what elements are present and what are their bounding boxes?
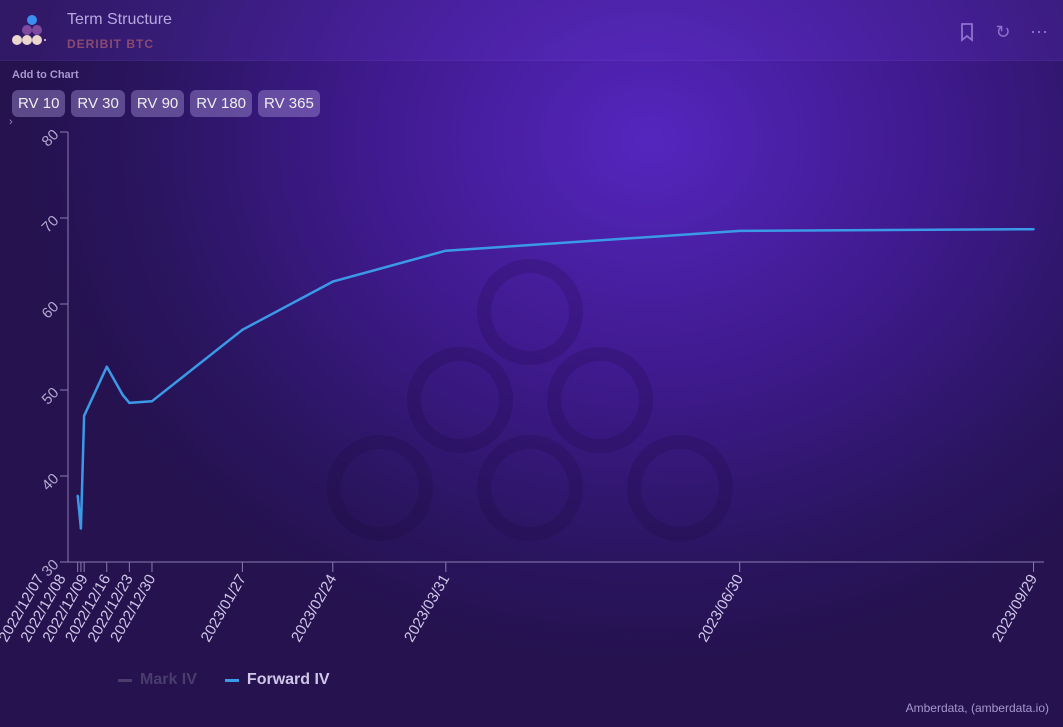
legend-label: Mark IV — [140, 671, 197, 688]
forward-iv-point — [76, 494, 79, 497]
rv-button-group: RV 10 RV 30 RV 90 RV 180 RV 365 — [12, 90, 320, 117]
y-tick-label: 70 — [39, 212, 63, 236]
more-icon[interactable]: ⋯ — [1030, 22, 1048, 42]
watermark-logo — [327, 259, 733, 541]
y-tick-label: 80 — [39, 126, 63, 150]
x-tick-label: 2023/02/24 — [288, 572, 340, 646]
forward-iv-point — [121, 393, 125, 397]
x-tick-label: 2023/01/27 — [198, 572, 250, 646]
forward-iv-point — [105, 365, 108, 368]
x-tick-label: 2023/06/30 — [695, 572, 747, 646]
widget-header: Term Structure DERIBIT BTC ↻ ⋯ — [0, 0, 1063, 61]
mark-iv-swatch — [118, 678, 132, 682]
rv-180-button[interactable]: RV 180 — [190, 90, 253, 117]
rv-90-button[interactable]: RV 90 — [130, 90, 185, 117]
forward-iv-point — [82, 414, 86, 417]
forward-iv-point — [444, 249, 448, 252]
chart-legend: Mark IV Forward IV — [118, 671, 330, 689]
refresh-icon[interactable]: ↻ — [995, 22, 1011, 42]
forward-iv-point — [150, 399, 154, 403]
forward-iv-point — [79, 527, 83, 530]
forward-iv-point — [331, 280, 334, 283]
credit-text: Amberdata, (amberdata.io) — [905, 701, 1049, 715]
x-tick-label: 2023/03/31 — [401, 572, 453, 646]
forward-iv-point — [128, 401, 131, 405]
add-to-chart-label: Add to Chart — [12, 69, 79, 81]
forward-iv-point — [241, 328, 244, 331]
rv-10-button[interactable]: RV 10 — [12, 90, 66, 117]
y-tick-label: 60 — [39, 298, 63, 322]
legend-mark-iv[interactable]: Mark IV — [118, 671, 197, 689]
y-tick-label: 40 — [39, 470, 63, 494]
forward-iv-point — [1032, 227, 1035, 231]
widget-title: Term Structure — [67, 11, 172, 28]
legend-forward-iv[interactable]: Forward IV — [224, 671, 330, 689]
rv-365-button[interactable]: RV 365 — [258, 90, 320, 117]
legend-label: Forward IV — [246, 671, 330, 688]
x-tick-label: 2023/09/29 — [989, 572, 1041, 646]
bookmark-icon[interactable] — [957, 22, 977, 47]
forward-iv-swatch — [224, 678, 239, 682]
chevron-right-icon[interactable]: › — [9, 116, 13, 128]
rv-30-button[interactable]: RV 30 — [71, 90, 125, 117]
forward-iv-line — [76, 227, 1034, 530]
amberdata-logo — [12, 15, 46, 45]
forward-iv-point — [738, 229, 741, 233]
exchange-subtitle: DERIBIT BTC — [67, 37, 154, 51]
y-tick-label: 50 — [39, 384, 63, 408]
